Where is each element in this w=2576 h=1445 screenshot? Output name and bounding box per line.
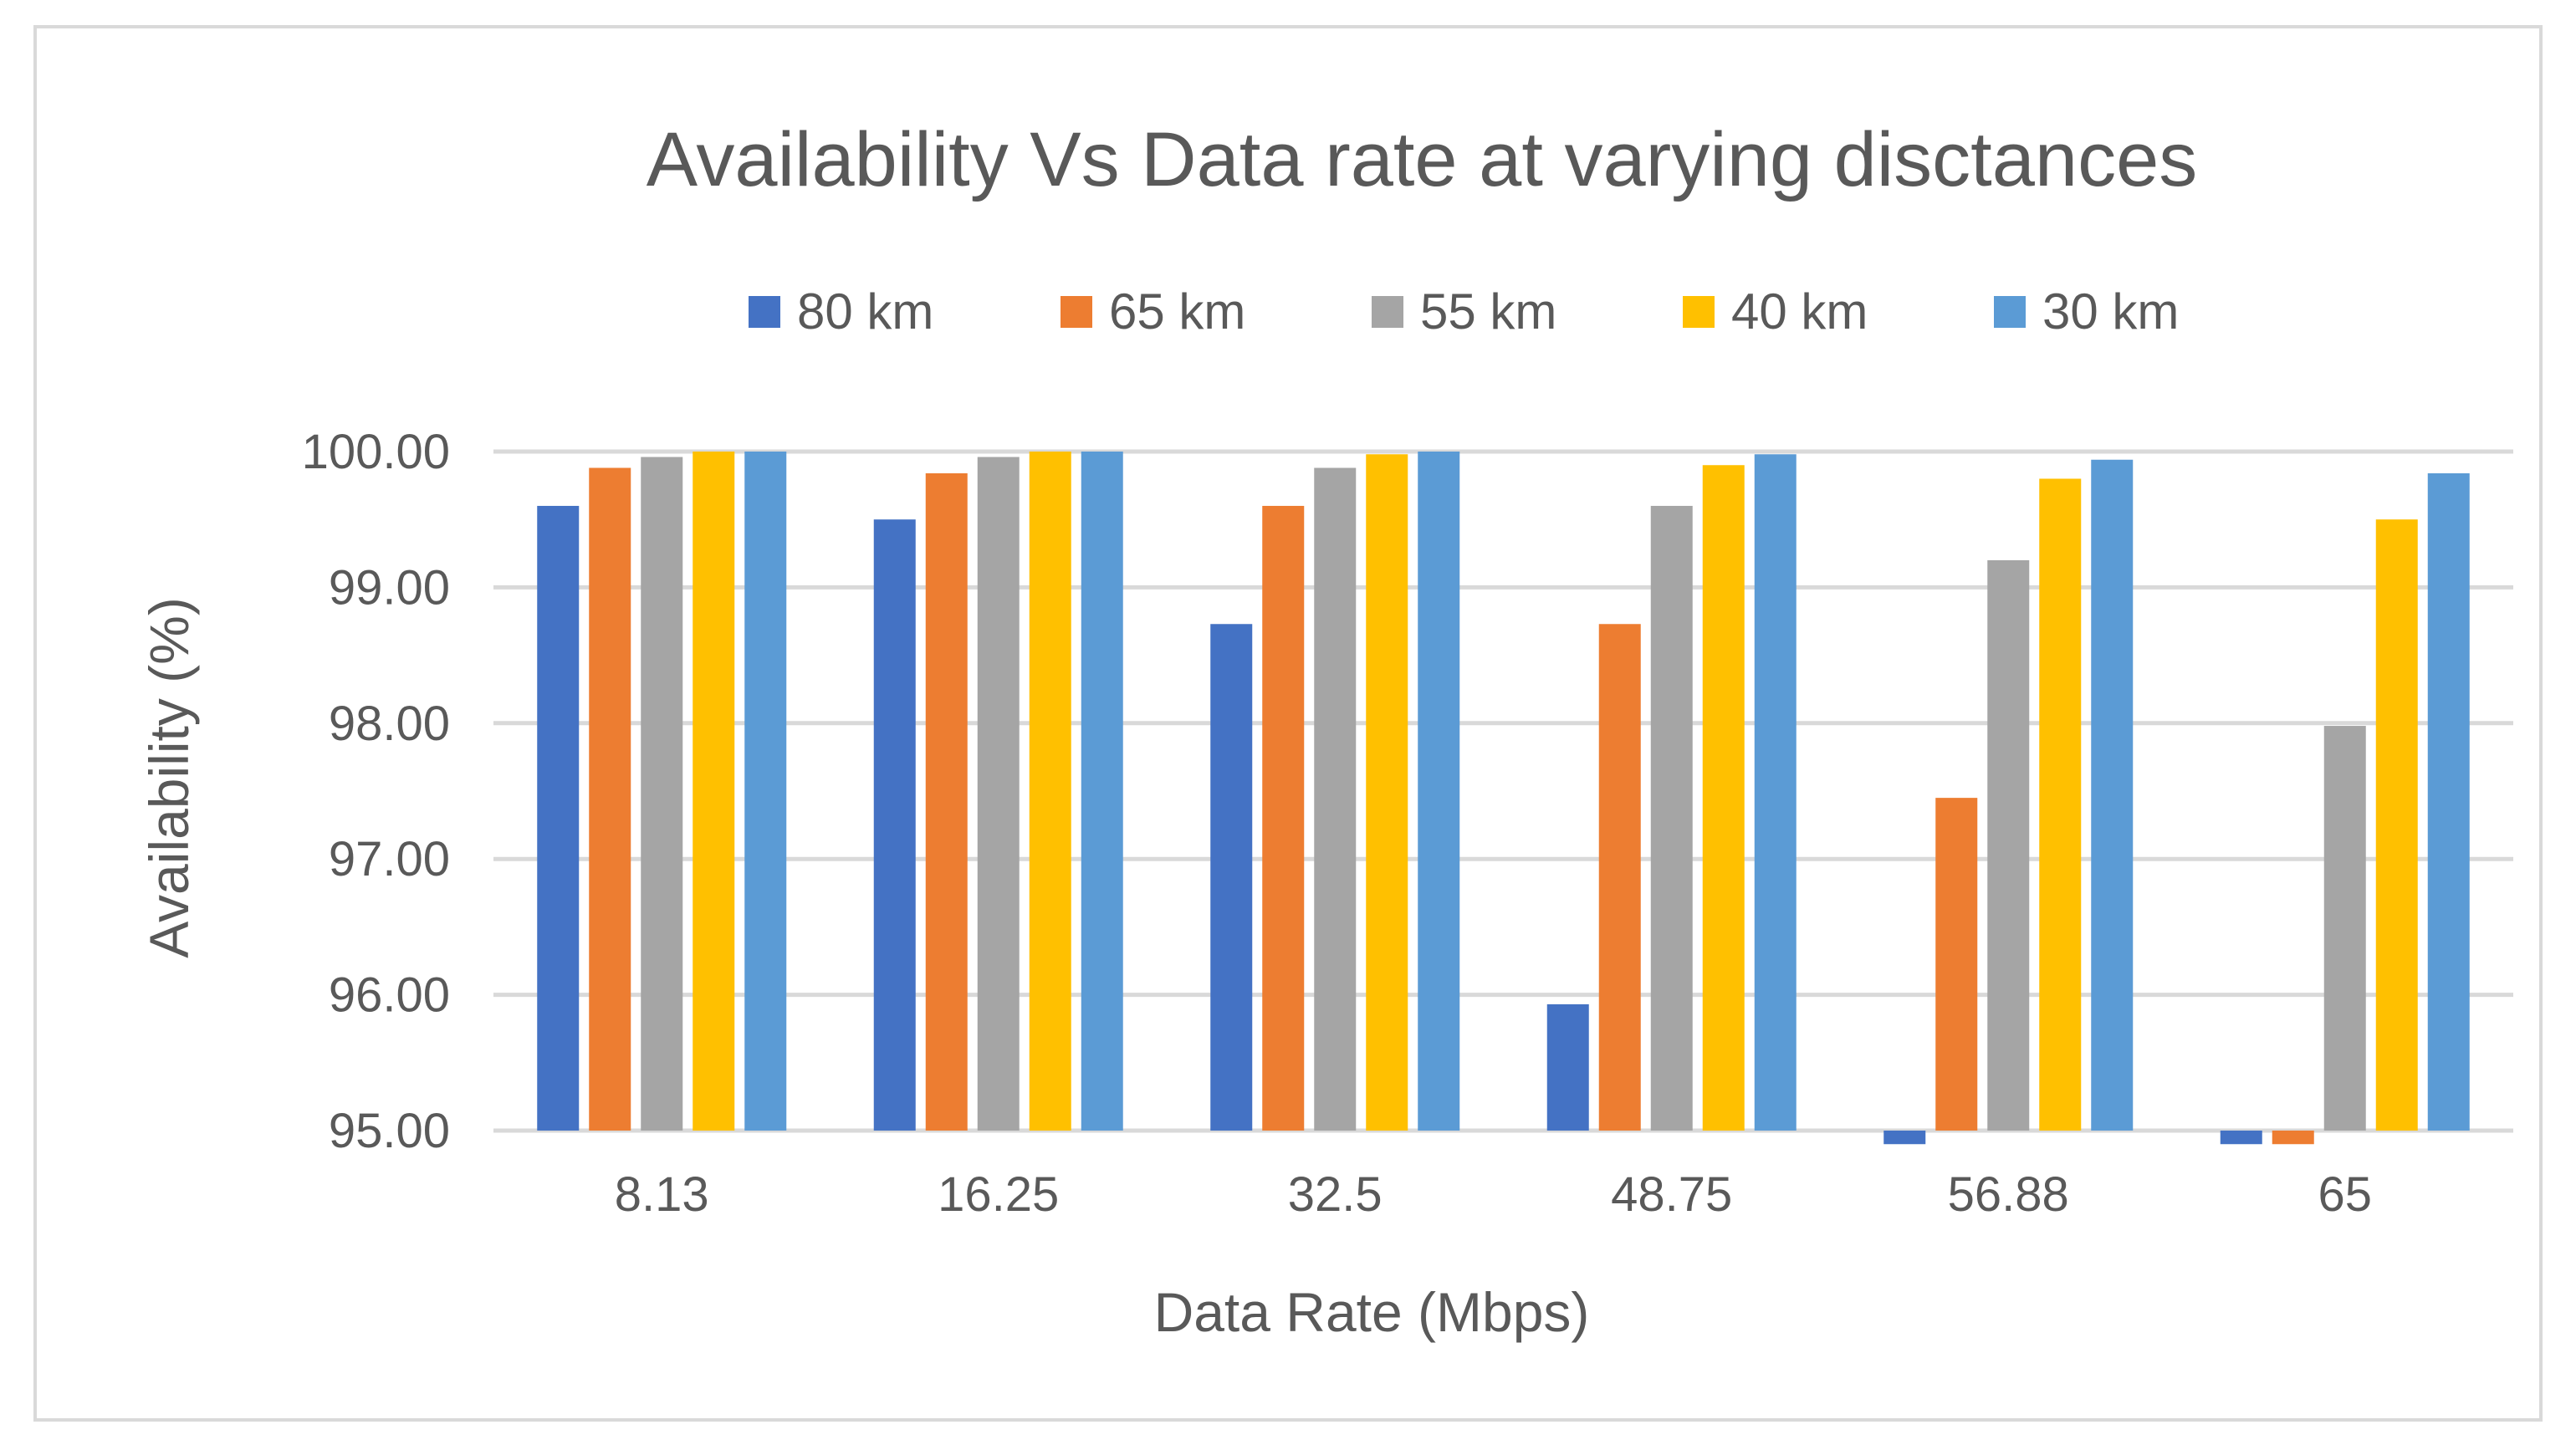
x-tick-label: 48.75	[1611, 1167, 1732, 1222]
y-tick-label: 96.00	[329, 968, 450, 1023]
legend-swatch	[1372, 296, 1403, 328]
y-tick-label: 95.00	[329, 1104, 450, 1158]
bar-55-km-56.88	[1987, 559, 2030, 1131]
y-tick-label: 100.00	[302, 425, 450, 479]
bar-55-km-32.5	[1314, 467, 1357, 1131]
x-tick-label: 56.88	[1948, 1167, 2069, 1222]
bar-55-km-8.13	[641, 457, 683, 1131]
bar-65-km-32.5	[1262, 505, 1305, 1131]
bar-30-km-56.88	[2091, 459, 2134, 1131]
legend-label: 55 km	[1420, 283, 1556, 340]
legend-swatch	[1061, 296, 1092, 328]
y-axis-ticks: 95.00 96.00 97.00 98.00 99.00 100.00	[302, 425, 450, 1158]
bar-40-km-56.88	[2039, 478, 2082, 1131]
bar-65-km-48.75	[1598, 624, 1641, 1131]
bar-80-km-56.88	[1883, 1131, 1926, 1145]
legend-label: 80 km	[797, 283, 933, 340]
x-axis-ticks: 8.13 16.25 32.5 48.75 56.88 65	[615, 1167, 2372, 1222]
bar-55-km-65	[2323, 726, 2366, 1131]
bar-40-km-8.13	[693, 452, 735, 1131]
legend-swatch	[1994, 296, 2026, 328]
legend-label: 65 km	[1109, 283, 1245, 340]
legend-label: 40 km	[1731, 283, 1868, 340]
bar-40-km-65	[2375, 519, 2418, 1131]
bar-80-km-48.75	[1546, 1003, 1589, 1131]
bar-80-km-8.13	[537, 505, 580, 1131]
x-tick-label: 16.25	[938, 1167, 1059, 1222]
legend: 80 km 65 km 55 km 40 km 30 km	[749, 283, 2179, 340]
y-tick-label: 99.00	[329, 560, 450, 615]
bar-65-km-8.13	[589, 467, 631, 1131]
bar-65-km-65	[2272, 1131, 2314, 1145]
y-tick-label: 98.00	[329, 697, 450, 751]
bar-80-km-65	[2220, 1131, 2262, 1145]
chart-title: Availability Vs Data rate at varying dis…	[647, 117, 2198, 202]
x-tick-label: 8.13	[615, 1167, 709, 1222]
x-tick-label: 65	[2318, 1167, 2372, 1222]
bar-30-km-65	[2427, 472, 2470, 1131]
bar-30-km-32.5	[1418, 452, 1460, 1131]
legend-swatch	[1683, 296, 1715, 328]
x-tick-label: 32.5	[1288, 1167, 1383, 1222]
bar-30-km-8.13	[744, 452, 787, 1131]
gridlines	[493, 449, 2513, 1133]
legend-swatch	[749, 296, 780, 328]
bar-40-km-32.5	[1366, 454, 1408, 1131]
bar-65-km-16.25	[925, 472, 968, 1131]
bar-80-km-32.5	[1210, 624, 1253, 1131]
y-axis-label: Availability (%)	[138, 597, 200, 958]
bar-55-km-16.25	[977, 457, 1020, 1131]
y-tick-label: 97.00	[329, 832, 450, 886]
bar-80-km-16.25	[873, 519, 916, 1131]
bars	[537, 452, 2470, 1145]
bar-40-km-16.25	[1029, 452, 1071, 1131]
bar-30-km-48.75	[1754, 454, 1797, 1131]
legend-label: 30 km	[2042, 283, 2179, 340]
bar-30-km-16.25	[1081, 452, 1123, 1131]
x-axis-label: Data Rate (Mbps)	[1154, 1281, 1590, 1343]
bar-40-km-48.75	[1702, 465, 1745, 1131]
bar-55-km-48.75	[1650, 505, 1693, 1131]
bar-65-km-56.88	[1935, 798, 1978, 1131]
